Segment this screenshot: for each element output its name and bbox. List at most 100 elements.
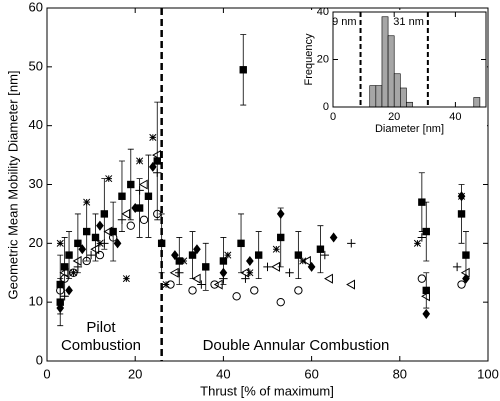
point: [452, 262, 462, 272]
y-tick-label: 20: [29, 235, 43, 250]
point: [171, 250, 179, 261]
annotation: Double Annular Combustion: [203, 337, 390, 354]
point: [65, 251, 73, 259]
point: [131, 203, 140, 214]
point: [246, 255, 254, 267]
point: [219, 274, 228, 283]
point: [324, 273, 333, 284]
y-axis-label: Geometric Mean Mobility Diameter [nm]: [5, 70, 20, 299]
point: [462, 251, 470, 259]
point: [197, 280, 206, 289]
point: [108, 233, 118, 242]
histogram-bar: [473, 97, 481, 108]
point: [152, 150, 161, 161]
y-tick-label: 30: [29, 176, 43, 191]
x-axis-label: Thrust [% of maximum]: [200, 383, 334, 398]
marker-label: 31 nm: [393, 16, 424, 28]
point: [117, 215, 127, 224]
point: [95, 250, 105, 260]
point: [157, 239, 166, 248]
point: [69, 268, 78, 277]
point: [188, 251, 197, 259]
point: [276, 208, 285, 219]
histogram-bar: [381, 16, 389, 108]
point: [329, 232, 338, 243]
point: [90, 244, 100, 255]
inset-y-label: Frequency: [303, 33, 315, 85]
x-tick-label: 20: [128, 366, 142, 381]
annotation: Combustion: [61, 337, 141, 354]
x-tick-label: 40: [216, 366, 230, 381]
point: [250, 286, 259, 295]
point: [462, 273, 470, 284]
point: [153, 209, 162, 219]
point: [241, 274, 250, 283]
annotation: Pilot: [86, 319, 116, 336]
point: [138, 179, 148, 190]
x-tick-label: 40: [449, 111, 461, 123]
point: [105, 175, 113, 183]
point: [82, 256, 91, 266]
x-tick-label: 0: [43, 366, 50, 381]
point: [135, 186, 144, 195]
point: [136, 157, 144, 165]
point: [122, 275, 130, 283]
point: [103, 226, 113, 237]
point: [277, 233, 285, 242]
point: [422, 308, 431, 319]
x-tick-label: 60: [304, 366, 318, 381]
point: [417, 233, 427, 242]
x-tick-label: 80: [393, 366, 407, 381]
inset-frame: [332, 11, 487, 108]
point: [127, 180, 135, 189]
point: [457, 280, 466, 289]
point: [272, 245, 280, 253]
point: [56, 286, 65, 295]
point: [457, 191, 466, 202]
point: [149, 161, 157, 172]
point: [96, 220, 104, 231]
point: [346, 279, 355, 290]
point: [162, 280, 170, 289]
y-tick-label: 60: [29, 0, 43, 14]
point: [271, 261, 281, 272]
x-tick-label: 20: [388, 111, 400, 123]
point: [153, 168, 162, 177]
point: [239, 66, 247, 74]
point: [144, 192, 153, 200]
inset-x-label: Diameter [nm]: [375, 123, 444, 135]
point: [347, 239, 356, 248]
point: [86, 250, 96, 260]
point: [139, 215, 149, 225]
point: [78, 244, 87, 255]
plot-frame: [46, 7, 489, 362]
point: [219, 257, 228, 265]
point: [320, 250, 330, 260]
x-tick-label: 0: [330, 111, 336, 123]
point: [82, 227, 91, 236]
point: [188, 286, 197, 295]
point: [413, 239, 421, 247]
point: [109, 227, 117, 236]
point: [180, 257, 188, 265]
point: [175, 268, 184, 277]
point: [69, 269, 78, 277]
point: [316, 245, 325, 253]
point: [254, 251, 263, 259]
point: [294, 251, 303, 259]
point: [263, 262, 272, 272]
y-tick-label: 0: [323, 101, 329, 113]
point: [246, 269, 254, 277]
y-tick-label: 40: [29, 117, 43, 132]
y-tick-label: 40: [317, 6, 329, 18]
point: [237, 239, 245, 248]
point: [100, 210, 109, 218]
x-tick-label: 100: [477, 366, 499, 381]
point: [56, 303, 65, 314]
point: [100, 239, 109, 248]
point: [417, 274, 427, 283]
y-tick-label: 20: [317, 53, 329, 65]
point: [294, 286, 303, 295]
